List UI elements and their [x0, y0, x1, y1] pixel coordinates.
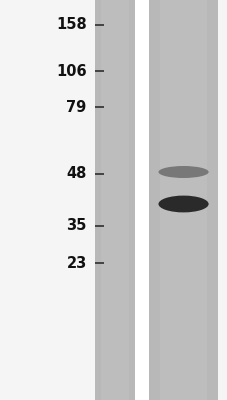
Bar	[100, 0, 128, 400]
Text: 48: 48	[66, 166, 86, 182]
Text: 106: 106	[56, 64, 86, 79]
Bar	[134, 0, 149, 400]
Text: 23: 23	[66, 256, 86, 271]
Bar	[159, 0, 207, 400]
Bar	[94, 0, 134, 400]
Bar	[149, 0, 217, 400]
Ellipse shape	[158, 196, 208, 212]
Text: 158: 158	[56, 17, 86, 32]
Text: 35: 35	[66, 218, 86, 234]
Ellipse shape	[158, 166, 208, 178]
Text: 79: 79	[66, 100, 86, 115]
